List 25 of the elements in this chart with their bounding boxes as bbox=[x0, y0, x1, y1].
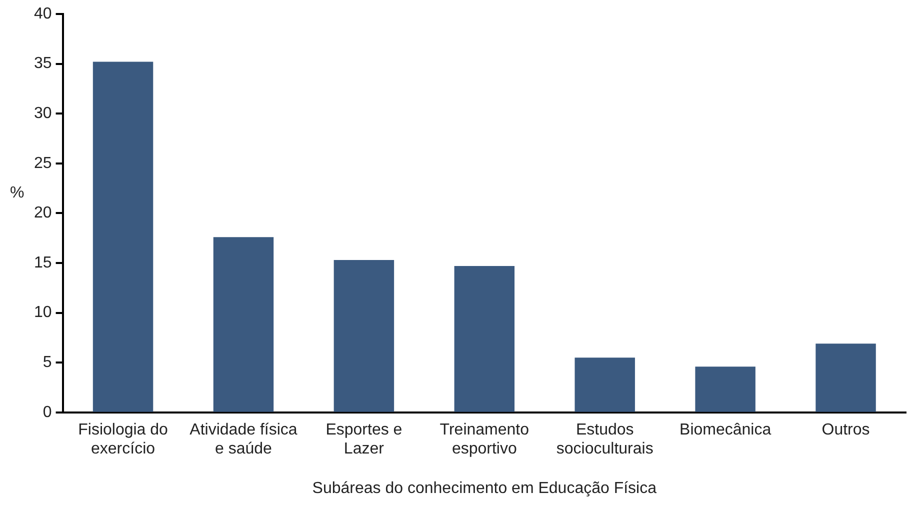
y-tick-label: 35 bbox=[34, 55, 52, 72]
y-tick-label: 40 bbox=[34, 5, 52, 22]
x-tick-label: Estudos socioculturais bbox=[556, 421, 654, 458]
x-tick-label: Treinamento esportivo bbox=[440, 421, 530, 458]
bar bbox=[695, 366, 756, 412]
y-tick-label: 20 bbox=[34, 204, 52, 222]
bar bbox=[816, 344, 876, 412]
y-tick-label: 30 bbox=[34, 105, 52, 122]
x-tick-label: Outros bbox=[822, 421, 870, 438]
x-tick-label: Atividade física e saúde bbox=[190, 421, 298, 458]
x-axis-title: Subáreas do conhecimento em Educação Física bbox=[312, 480, 657, 497]
y-axis-title: % bbox=[10, 184, 24, 202]
y-tick-label: 25 bbox=[34, 154, 52, 172]
bar bbox=[92, 62, 154, 412]
bar bbox=[454, 266, 515, 412]
bar bbox=[574, 358, 635, 412]
x-tick-label: Esportes e Lazer bbox=[326, 421, 402, 458]
x-tick-label: Biomecânica bbox=[680, 421, 772, 438]
y-tick-label: 0 bbox=[42, 404, 52, 421]
y-tick-label: 5 bbox=[42, 354, 52, 372]
bar bbox=[213, 237, 274, 412]
bar bbox=[334, 260, 394, 412]
x-tick-label: Fisiologia do exercício bbox=[78, 421, 168, 458]
y-tick-label: 15 bbox=[34, 254, 52, 272]
y-tick-label: 10 bbox=[34, 304, 52, 322]
